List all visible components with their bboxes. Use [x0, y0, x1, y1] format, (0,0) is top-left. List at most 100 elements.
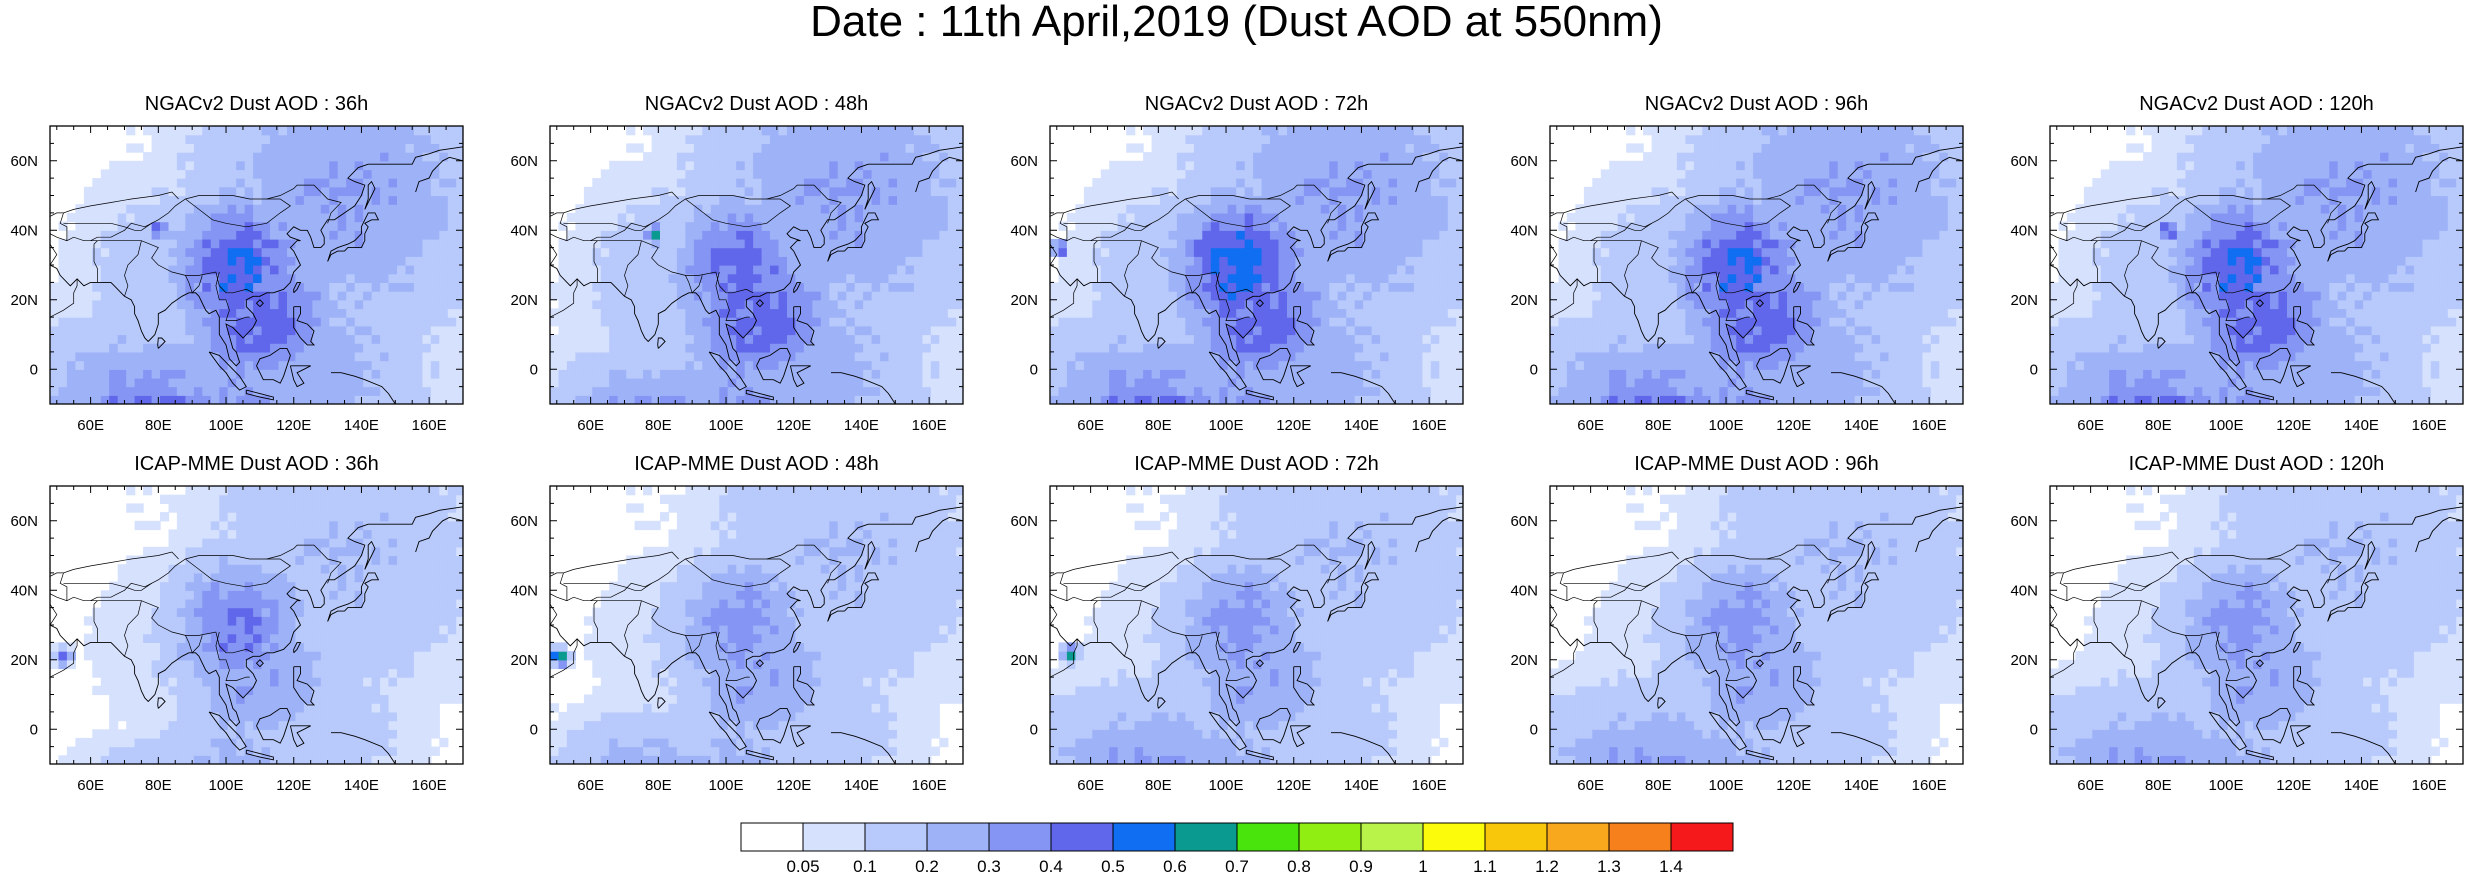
aod-cell	[1109, 325, 1119, 336]
aod-cell	[92, 317, 102, 327]
aod-cell	[1550, 291, 1560, 301]
country-border	[90, 222, 152, 242]
aod-cell	[803, 395, 813, 404]
aod-cell	[346, 169, 356, 179]
aod-cell	[1160, 265, 1170, 275]
aod-cell	[1371, 395, 1381, 404]
aod-cell	[1244, 377, 1254, 388]
aod-cell	[829, 317, 839, 327]
aod-cell	[888, 178, 898, 188]
aod-cell	[270, 221, 280, 231]
aod-cell	[388, 152, 398, 162]
aod-cell	[303, 126, 313, 136]
aod-cell	[1066, 256, 1076, 266]
aod-cell	[854, 282, 864, 292]
aod-cell	[854, 152, 864, 162]
aod-cell	[583, 212, 593, 223]
aod-cell	[685, 221, 695, 231]
aod-cell	[83, 282, 93, 292]
aod-cell	[371, 265, 381, 275]
aod-cell	[897, 247, 907, 257]
aod-cell	[447, 282, 457, 292]
aod-cell	[1117, 386, 1127, 396]
aod-cell	[160, 325, 170, 336]
aod-cell	[947, 178, 957, 188]
aod-cell	[1388, 160, 1398, 171]
aod-cell	[168, 221, 178, 231]
aod-cell	[1354, 152, 1364, 162]
aod-cell	[1413, 238, 1423, 249]
aod-cell	[566, 273, 576, 283]
aod-cell	[761, 169, 771, 179]
aod-cell	[278, 369, 288, 379]
aod-cell	[1287, 265, 1297, 275]
aod-cell	[430, 134, 440, 144]
aod-cell	[1354, 334, 1364, 344]
aod-cell	[329, 395, 339, 404]
aod-cell	[1066, 291, 1076, 301]
aod-cell	[905, 282, 915, 292]
aod-cell	[871, 230, 881, 240]
aod-cell	[575, 204, 585, 214]
aod-cell	[1430, 386, 1440, 396]
aod-cell	[236, 308, 246, 318]
aod-cell	[1227, 178, 1237, 188]
aod-cell	[1092, 256, 1102, 266]
aod-cell	[219, 230, 229, 240]
aod-cell	[566, 325, 576, 336]
aod-cell	[303, 273, 313, 283]
aod-cell	[92, 386, 102, 396]
aod-cell	[134, 230, 144, 240]
y-tick-label: 60N	[10, 153, 38, 170]
aod-cell	[1422, 160, 1432, 171]
aod-cell	[1320, 377, 1330, 388]
aod-cell	[380, 377, 390, 388]
aod-cell	[803, 247, 813, 257]
aod-cell	[303, 291, 313, 301]
aod-cell	[287, 160, 297, 171]
aod-cell	[422, 334, 432, 344]
aod-cell	[1295, 351, 1305, 362]
aod-cell	[1592, 386, 1602, 396]
aod-cell	[1329, 204, 1339, 214]
aod-cell	[1388, 134, 1398, 144]
aod-cell	[897, 325, 907, 336]
aod-cell	[668, 169, 678, 179]
aod-cell	[812, 230, 822, 240]
aod-cell	[956, 204, 963, 214]
aod-cell	[176, 273, 186, 283]
aod-cell	[202, 195, 212, 205]
aod-cell	[829, 230, 839, 240]
aod-cell	[151, 195, 161, 205]
aod-cell	[1160, 308, 1170, 318]
aod-cell	[888, 126, 898, 136]
aod-cell	[710, 265, 720, 275]
aod-cell	[1185, 386, 1195, 396]
aod-cell	[837, 195, 847, 205]
aod-cell	[176, 256, 186, 266]
aod-cell	[897, 386, 907, 396]
aod-cell	[693, 143, 703, 153]
aod-cell	[244, 308, 254, 318]
aod-cell	[1100, 395, 1110, 404]
aod-cell	[380, 134, 390, 144]
aod-cell	[1219, 230, 1229, 240]
aod-cell	[660, 204, 670, 214]
aod-cell	[660, 265, 670, 275]
aod-cell	[702, 351, 712, 362]
aod-cell	[456, 178, 463, 188]
aod-cell	[651, 204, 661, 214]
country-border	[185, 198, 292, 228]
aod-cell	[363, 169, 373, 179]
aod-cell	[1100, 212, 1110, 223]
aod-cell	[1185, 195, 1195, 205]
aod-cell	[210, 299, 220, 310]
aod-cell	[329, 265, 339, 275]
aod-cell	[1236, 282, 1246, 292]
aod-cell	[837, 178, 847, 188]
aod-cell	[685, 265, 695, 275]
aod-cell	[803, 273, 813, 283]
aod-cell	[1558, 317, 1568, 327]
aod-cell	[337, 143, 347, 153]
aod-cell	[1380, 299, 1390, 310]
